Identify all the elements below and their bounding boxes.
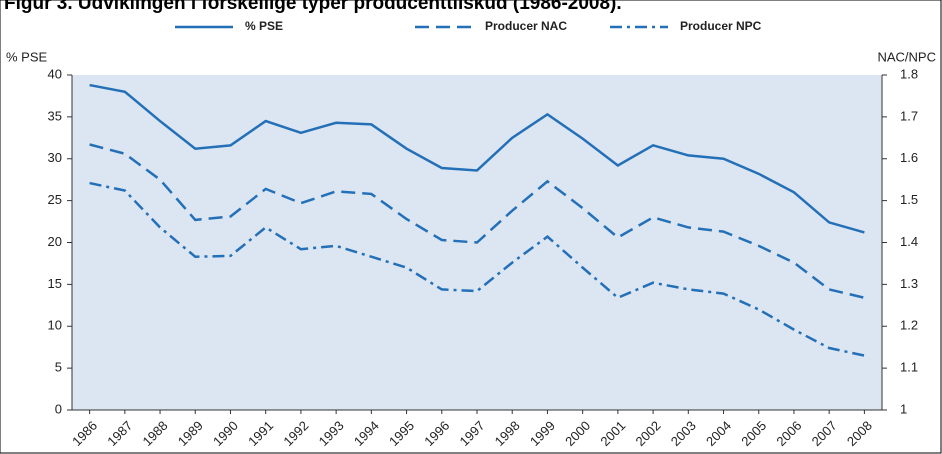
y-tick-label: 40: [48, 66, 62, 81]
y-tick-label: 5: [55, 360, 62, 375]
y-tick-label: 30: [48, 150, 62, 165]
legend-label: Producer NPC: [680, 19, 762, 33]
y2-tick-label: 1: [900, 401, 907, 416]
y-tick-label: 20: [48, 234, 62, 249]
y2-tick-label: 1.3: [900, 276, 918, 291]
y2-tick-label: 1.1: [900, 360, 918, 375]
y-tick-label: 10: [48, 318, 62, 333]
y2-tick-label: 1.8: [900, 66, 918, 81]
y2-tick-label: 1.6: [900, 150, 918, 165]
series-line: [89, 181, 865, 357]
series-line: [89, 143, 865, 299]
y-tick-label: 0: [55, 401, 62, 416]
y2-axis-label: NAC/NPC: [877, 49, 936, 64]
y-axis-label: % PSE: [6, 49, 48, 64]
y-tick-label: 25: [48, 192, 62, 207]
legend-label: Producer NAC: [485, 19, 567, 33]
y2-tick-label: 1.2: [900, 318, 918, 333]
y2-tick-label: 1.7: [900, 108, 918, 123]
y-tick-label: 35: [48, 108, 62, 123]
chart-title: Figur 3. Udviklingen i forskellige typer…: [4, 0, 622, 14]
legend-label: % PSE: [245, 19, 283, 33]
series-line: [89, 83, 865, 234]
y2-tick-label: 1.4: [900, 234, 918, 249]
y2-tick-label: 1.5: [900, 192, 918, 207]
y-tick-label: 15: [48, 276, 62, 291]
